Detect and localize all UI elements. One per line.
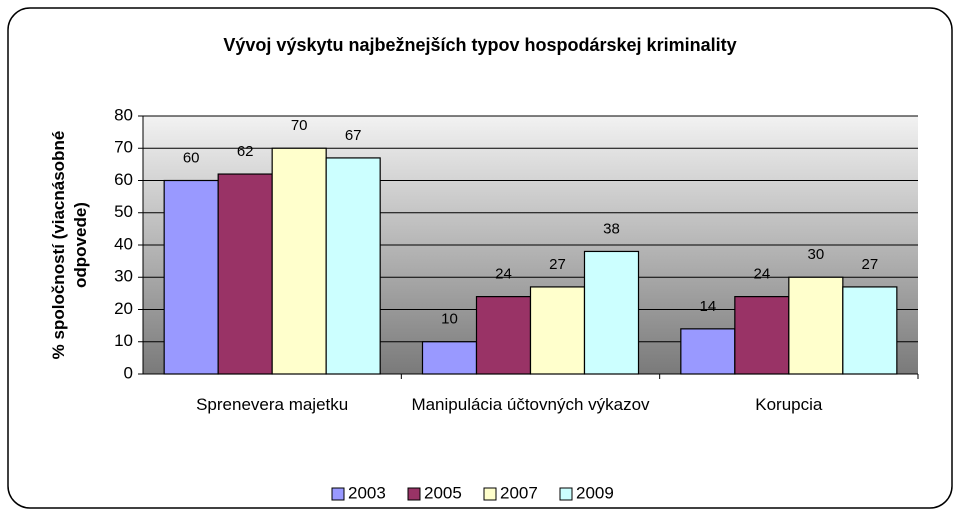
legend-swatch bbox=[483, 487, 497, 501]
bar bbox=[788, 276, 844, 375]
data-label: 70 bbox=[291, 117, 308, 134]
legend-label: 2003 bbox=[348, 483, 386, 502]
data-label: 10 bbox=[441, 311, 458, 328]
data-label: 27 bbox=[549, 256, 566, 273]
legend-swatch bbox=[407, 487, 421, 501]
y-tick-label: 10 bbox=[114, 331, 133, 350]
x-tick-label: Korupcia bbox=[755, 395, 823, 414]
data-label: 62 bbox=[237, 143, 254, 160]
data-label: 14 bbox=[699, 298, 716, 315]
legend-swatch bbox=[559, 487, 573, 501]
legend-label: 2005 bbox=[424, 483, 462, 502]
bar bbox=[217, 173, 273, 375]
y-tick-label: 30 bbox=[114, 267, 133, 286]
y-tick-label: 60 bbox=[114, 170, 133, 189]
data-label: 30 bbox=[807, 246, 824, 263]
legend-label: 2009 bbox=[576, 483, 614, 502]
bar bbox=[734, 296, 790, 375]
x-tick-label: Sprenevera majetku bbox=[196, 395, 349, 414]
y-axis-title: % spoločností (viacnásobné odpovede) bbox=[49, 130, 90, 360]
chart-title: Vývoj výskytu najbežnejších typov hospod… bbox=[223, 35, 736, 55]
legend-label: 2007 bbox=[500, 483, 538, 502]
x-tick-label: Manipulácia účtovných výkazov bbox=[411, 395, 650, 414]
data-label: 27 bbox=[861, 256, 878, 273]
bar bbox=[680, 328, 736, 375]
y-tick-label: 50 bbox=[114, 202, 133, 221]
bar bbox=[325, 157, 381, 375]
data-label: 67 bbox=[345, 127, 362, 144]
bar bbox=[475, 296, 532, 375]
bar bbox=[271, 147, 327, 375]
data-label: 38 bbox=[603, 220, 620, 237]
y-tick-label: 20 bbox=[114, 299, 133, 318]
y-tick-label: 80 bbox=[114, 105, 133, 124]
bar bbox=[421, 341, 478, 375]
y-tick-label: 70 bbox=[114, 138, 133, 157]
bar bbox=[583, 250, 640, 375]
bar bbox=[163, 179, 219, 375]
legend-swatch bbox=[331, 487, 345, 501]
data-label: 24 bbox=[753, 266, 770, 283]
bar bbox=[842, 286, 898, 375]
y-tick-label: 40 bbox=[114, 234, 133, 253]
bar bbox=[529, 286, 586, 375]
data-label: 60 bbox=[183, 149, 200, 166]
y-tick-label: 0 bbox=[124, 363, 133, 382]
data-label: 24 bbox=[495, 266, 512, 283]
